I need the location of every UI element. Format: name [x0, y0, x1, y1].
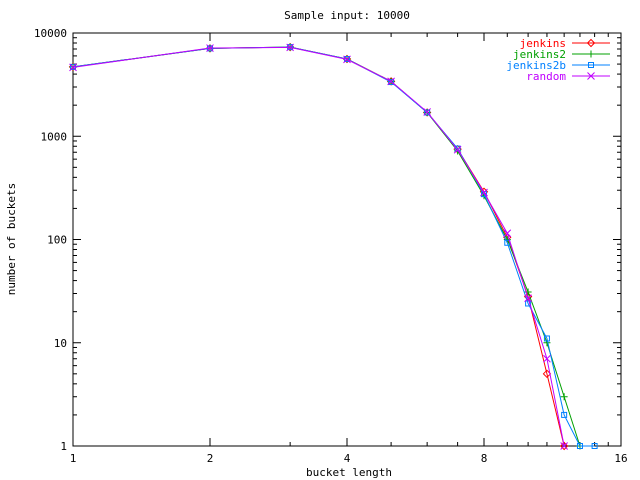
- data-point-jenkins2b: [561, 411, 568, 418]
- x-tick-label: 2: [207, 452, 214, 465]
- data-point-random: [480, 188, 488, 197]
- series-random: [69, 43, 568, 450]
- y-tick-label: 100: [47, 234, 67, 247]
- legend-marker: [587, 50, 595, 58]
- series-line-jenkins: [72, 46, 565, 447]
- data-point-random: [343, 55, 351, 64]
- series-jenkins: [68, 42, 569, 451]
- data-point-jenkins2b: [424, 109, 431, 116]
- x-tick-label: 1: [70, 452, 77, 465]
- legend-marker: [586, 38, 596, 48]
- legend-label: jenkins2b: [506, 59, 566, 72]
- data-point-jenkins2: [560, 393, 568, 401]
- data-point-random: [503, 229, 512, 238]
- plot-frame: [72, 32, 622, 447]
- series-line-jenkins2b: [72, 46, 595, 447]
- data-point-random: [543, 354, 551, 363]
- y-tick-label: 1000: [41, 130, 68, 143]
- data-point-random: [206, 44, 214, 52]
- series-jenkins2: [69, 43, 584, 450]
- chart-title: Sample input: 10000: [284, 9, 410, 22]
- data-point-random: [286, 43, 294, 52]
- series-jenkins2b: [70, 44, 598, 449]
- legend-marker: [587, 72, 595, 80]
- axis-ticks: 1 2 4 8 16 1 10 100 1000 10000: [34, 27, 628, 465]
- legend-label: random: [526, 70, 566, 83]
- data-point-random: [453, 145, 462, 154]
- y-tick-label: 1: [60, 440, 67, 453]
- y-axis-label: number of buckets: [5, 183, 18, 296]
- data-point-jenkins2b: [591, 443, 598, 449]
- data-point-jenkins2b: [454, 145, 461, 152]
- legend-item-jenkins2: jenkins2: [513, 48, 610, 61]
- x-tick-label: 16: [614, 452, 627, 465]
- x-tick-label: 4: [344, 452, 351, 465]
- data-point-jenkins2b: [576, 443, 583, 449]
- data-point-random: [524, 294, 532, 303]
- data-point-jenkins: [559, 441, 569, 451]
- data-point-jenkins2b: [543, 335, 550, 342]
- legend-item-random: random: [526, 70, 610, 83]
- series-line-jenkins2: [72, 46, 581, 447]
- data-point-random: [69, 63, 77, 72]
- data-point-jenkins2b: [504, 239, 511, 246]
- x-axis-label: bucket length: [306, 466, 392, 479]
- data-point-jenkins2b: [388, 79, 395, 86]
- y-tick-label: 10000: [34, 27, 67, 40]
- legend-item-jenkins: jenkins: [520, 37, 610, 50]
- legend-item-jenkins2b: jenkins2b: [506, 59, 610, 72]
- series-line-random: [72, 46, 565, 447]
- data-point-random: [423, 108, 431, 116]
- data-point-random: [387, 77, 395, 86]
- data-point-random: [560, 442, 568, 450]
- legend-marker: [588, 62, 594, 68]
- legend-label: jenkins2: [513, 48, 566, 61]
- legend-label: jenkins: [520, 37, 566, 50]
- y-tick-label: 10: [54, 337, 67, 350]
- series-layer: [68, 42, 598, 451]
- x-tick-label: 8: [481, 452, 488, 465]
- data-point-jenkins2b: [525, 300, 532, 307]
